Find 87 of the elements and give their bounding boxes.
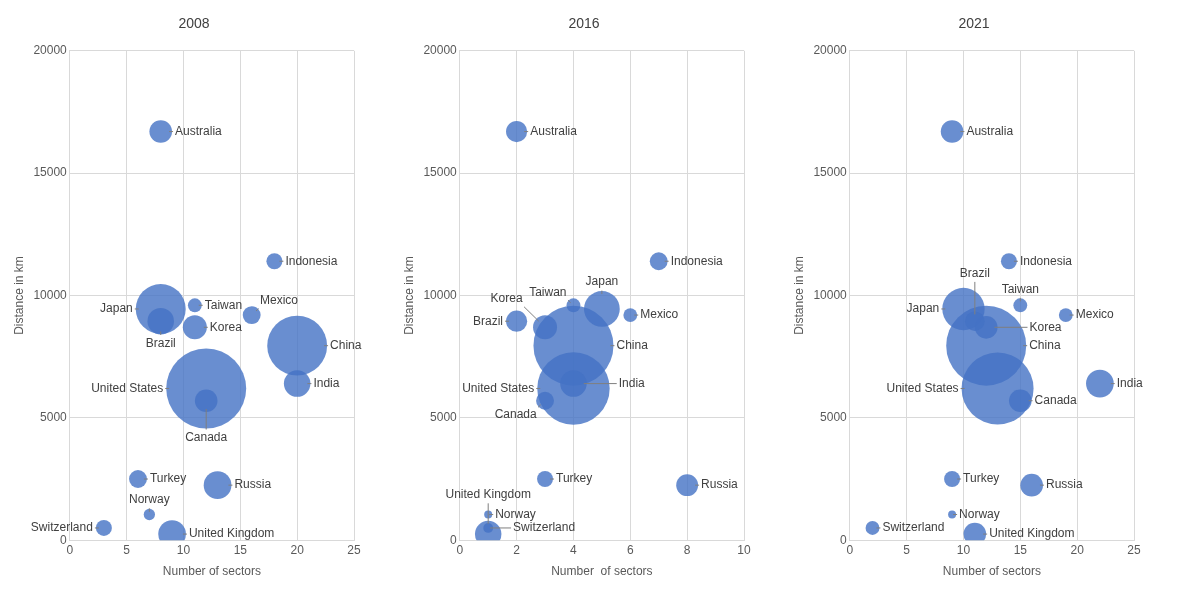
y-tick-label: 15000 <box>33 165 68 180</box>
y-axis-title: Distance in km <box>11 256 26 335</box>
series-label: Korea <box>490 291 523 306</box>
series-label: Switzerland <box>30 520 93 535</box>
series-label: Russia <box>234 477 272 492</box>
x-tick-label: 20 <box>290 542 305 557</box>
y-tick-label: 5000 <box>820 410 848 425</box>
series-label: United Kingdom <box>188 526 275 541</box>
series-label: United States <box>91 380 164 395</box>
text: United Kingdom <box>445 487 531 502</box>
series-label: Japan <box>906 301 940 316</box>
series-label: Norway <box>959 506 1000 521</box>
series-label: Indonesia <box>285 253 338 268</box>
y-tick-label: 0 <box>450 532 458 547</box>
x-tick-label: 5 <box>123 542 131 557</box>
series-label: Korea <box>209 319 243 334</box>
series-label: Australia <box>966 123 1014 138</box>
chart-title: 2021 <box>958 15 990 32</box>
series-label: China <box>1029 337 1061 352</box>
x-tick-label: 6 <box>626 542 634 557</box>
series-label: United Kingdom <box>989 526 1075 541</box>
series-label: United States <box>462 380 535 395</box>
series-label: Norway <box>495 506 536 521</box>
series-label: China <box>616 337 649 352</box>
series-label: Norway <box>129 492 170 507</box>
y-tick-label: 10000 <box>423 287 458 302</box>
series-label: Switzerland <box>882 520 945 535</box>
y-tick-label: 15000 <box>813 165 848 180</box>
series-label: Mexico <box>640 307 679 322</box>
chart-title: 2008 <box>178 15 210 32</box>
x-tick-label: 4 <box>570 542 578 557</box>
y-tick-label: 10000 <box>33 287 68 302</box>
x-tick-label: 15 <box>1013 542 1028 557</box>
series-label: Turkey <box>149 471 187 486</box>
y-tick-label: 20000 <box>813 43 848 58</box>
y-tick-label: 0 <box>840 532 848 547</box>
series-label: Brazil <box>145 335 176 350</box>
series-label: Russia <box>1045 477 1083 492</box>
x-axis-title: Number of sectors <box>551 564 653 579</box>
series-label: Brazil <box>473 313 504 328</box>
series-label: Turkey <box>556 471 593 486</box>
y-tick-label: 20000 <box>423 43 458 58</box>
series-label: Mexico <box>1075 307 1115 322</box>
series-label: Canada <box>494 407 537 422</box>
y-tick-label: 5000 <box>40 410 68 425</box>
text: India <box>618 375 646 390</box>
y-tick-label: 5000 <box>430 410 458 425</box>
series-label: Taiwan <box>529 284 567 299</box>
series-label: Japan <box>100 301 133 316</box>
series-label: Mexico <box>260 293 299 308</box>
y-tick-label: 0 <box>60 532 68 547</box>
y-tick-label: 15000 <box>423 165 458 180</box>
series-label: Taiwan <box>1001 281 1039 296</box>
text: Korea <box>1029 319 1062 334</box>
series-label: Taiwan <box>204 297 243 312</box>
x-tick-label: 25 <box>1127 542 1141 557</box>
text: Brazil <box>959 265 990 280</box>
x-axis-title: Number of sectors <box>162 564 261 579</box>
x-tick-label: 10 <box>176 542 191 557</box>
series-label: Indonesia <box>670 253 724 268</box>
x-tick-label: 2 <box>513 542 521 557</box>
series-label: China <box>330 337 362 352</box>
x-tick-label: 8 <box>683 542 691 557</box>
x-tick-label: 5 <box>903 542 911 557</box>
series-label: Australia <box>175 123 223 138</box>
x-tick-label: 25 <box>347 542 361 557</box>
x-axis-title: Number of sectors <box>942 564 1041 579</box>
y-axis-title: Distance in km <box>401 256 416 335</box>
y-tick-label: 20000 <box>33 43 68 58</box>
series-label: United States <box>886 380 959 395</box>
x-tick-label: 10 <box>737 542 751 557</box>
series-label: India <box>1116 375 1144 390</box>
x-tick-label: 15 <box>233 542 248 557</box>
y-tick-label: 10000 <box>813 287 848 302</box>
series-label: Switzerland <box>513 520 576 535</box>
y-axis-title: Distance in km <box>791 256 806 335</box>
series-label: Turkey <box>963 471 1000 486</box>
text: Canada <box>185 430 228 445</box>
series-label: Russia <box>701 477 739 492</box>
series-label: India <box>313 375 340 390</box>
x-tick-label: 20 <box>1070 542 1085 557</box>
series-label: Canada <box>1034 393 1077 408</box>
x-tick-label: 10 <box>956 542 971 557</box>
series-label: Australia <box>530 123 578 138</box>
series-label: Indonesia <box>1019 253 1073 268</box>
series-label: Japan <box>585 274 619 289</box>
chart-title: 2016 <box>568 15 600 32</box>
